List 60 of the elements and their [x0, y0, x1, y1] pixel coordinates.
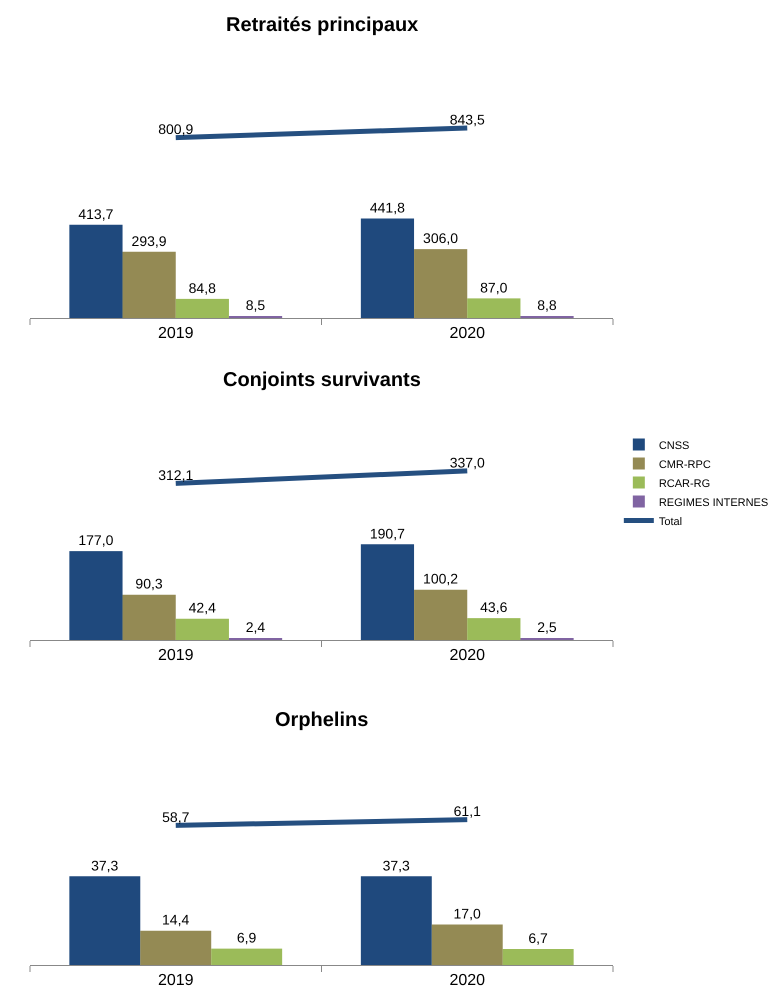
data-label: 2,5	[537, 619, 557, 635]
data-label: 87,0	[480, 279, 508, 296]
data-label: 90,3	[135, 576, 163, 592]
data-label: 441,8	[370, 199, 406, 216]
bar	[467, 298, 520, 318]
x-tick-label: 2020	[449, 647, 486, 664]
data-label: 8,5	[246, 297, 266, 313]
bar	[176, 618, 229, 640]
bar	[69, 224, 123, 318]
bar	[360, 544, 414, 640]
data-label: 14,4	[162, 912, 190, 928]
data-label: 2,4	[246, 619, 266, 635]
bar	[211, 948, 282, 965]
bar	[122, 252, 176, 318]
data-label: 190,7	[370, 525, 406, 542]
x-tick-label: 2019	[158, 325, 194, 342]
data-label: 100,2	[423, 570, 458, 587]
data-label: 42,4	[188, 600, 216, 616]
bar	[122, 594, 176, 640]
bar	[69, 551, 123, 640]
bar	[176, 298, 229, 318]
chart-title: Orphelins	[275, 709, 368, 731]
data-label: 843,5	[450, 112, 485, 128]
legend-label: CNSS	[658, 440, 690, 452]
data-label: 17,0	[454, 906, 481, 922]
data-label: 43,6	[480, 599, 508, 616]
bar	[414, 249, 468, 318]
data-label: 84,8	[188, 280, 216, 296]
bar	[140, 930, 212, 965]
x-tick-label: 2020	[449, 972, 486, 990]
x-tick-label: 2019	[158, 972, 194, 990]
data-label: 800,9	[158, 121, 194, 138]
data-label: 306,0	[423, 230, 458, 246]
data-label: 337,0	[450, 454, 485, 470]
bar	[360, 876, 432, 965]
data-label: 293,9	[132, 232, 167, 249]
data-label: 61,1	[454, 803, 482, 820]
chart-title: Conjoints survivants	[223, 369, 421, 391]
data-label: 8,8	[537, 297, 557, 313]
bar	[432, 924, 503, 965]
bar	[360, 218, 414, 318]
legend-label: Total	[658, 516, 682, 528]
chart-title: Retraités principaux	[226, 14, 418, 36]
x-tick-label: 2019	[158, 647, 194, 664]
legend-label: RCAR-RG	[658, 478, 710, 490]
data-label: 6,9	[236, 930, 257, 946]
legend-label: CMR-RPC	[658, 458, 711, 471]
bar	[467, 618, 520, 640]
data-label: 6,7	[528, 930, 548, 946]
x-tick-label: 2020	[449, 325, 486, 342]
data-label: 58,7	[162, 808, 190, 825]
bar	[502, 949, 574, 965]
legend-label: REGIMES INTERNES	[658, 496, 768, 509]
bar	[414, 590, 468, 640]
data-label: 37,3	[91, 857, 119, 874]
data-label: 312,1	[158, 466, 194, 483]
data-label: 37,3	[382, 857, 410, 874]
bar	[69, 876, 140, 965]
data-label: 413,7	[78, 206, 114, 222]
data-label: 177,0	[78, 532, 114, 548]
